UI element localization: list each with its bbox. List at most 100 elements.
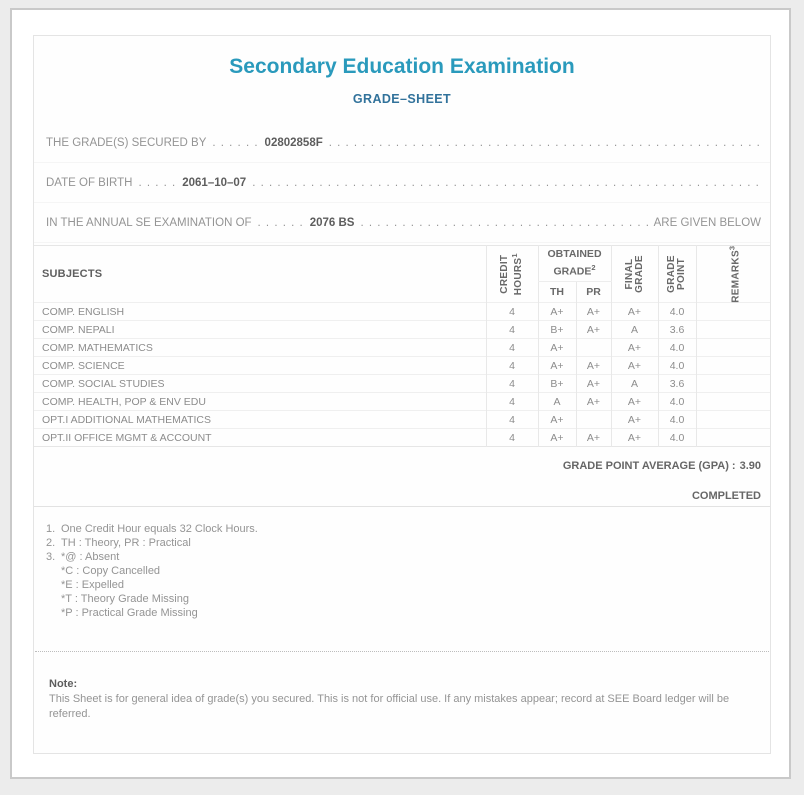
table-row: COMP. HEALTH, POP & ENV EDU 4 A A+ A+ 4.… bbox=[34, 392, 770, 411]
statement-label: DATE OF BIRTH bbox=[46, 176, 133, 189]
statement-row: IN THE ANNUAL SE EXAMINATION OF . . . . … bbox=[34, 203, 770, 243]
footnote-number: 3. bbox=[46, 551, 56, 563]
remarks-cell bbox=[695, 338, 770, 357]
practical-grade-cell: A+ bbox=[575, 320, 611, 339]
footnote-line: *P : Practical Grade Missing bbox=[61, 607, 198, 619]
theory-grade-cell: A+ bbox=[537, 356, 576, 375]
statement-leader-trail: . . . . . . . . . . . . . . . . . . . . … bbox=[360, 216, 647, 229]
theory-grade-cell: A+ bbox=[537, 338, 576, 357]
statement-value: 2076 BS bbox=[309, 216, 355, 229]
statement-label: IN THE ANNUAL SE EXAMINATION OF bbox=[46, 216, 252, 229]
table-row: OPT.II OFFICE MGMT & ACCOUNT 4 A+ A+ A+ … bbox=[34, 428, 770, 447]
footnote-line: *E : Expelled bbox=[61, 579, 124, 591]
note-section: Note: This Sheet is for general idea of … bbox=[34, 652, 770, 722]
footnote-item: 1. One Credit Hour equals 32 Clock Hours… bbox=[46, 522, 770, 536]
footnote-lines: One Credit Hour equals 32 Clock Hours. bbox=[61, 522, 258, 536]
credit-hours-cell: 4 bbox=[485, 410, 538, 429]
theory-grade-cell: B+ bbox=[537, 374, 576, 393]
remarks-cell bbox=[695, 410, 770, 429]
statement-leader-dots: . . . . . . bbox=[212, 136, 259, 149]
credit-hours-cell: 4 bbox=[485, 392, 538, 411]
theory-grade-cell: A+ bbox=[537, 302, 576, 321]
remarks-cell bbox=[695, 320, 770, 339]
remarks-cell bbox=[695, 428, 770, 447]
page-title: Secondary Education Examination bbox=[229, 55, 575, 78]
remarks-cell bbox=[695, 374, 770, 393]
note-title: Note: bbox=[49, 678, 78, 690]
final-grade-cell: A+ bbox=[610, 302, 658, 321]
final-grade-cell: A bbox=[610, 320, 658, 339]
header-final-grade: FINAL GRADE bbox=[610, 245, 658, 303]
theory-grade-cell: A+ bbox=[537, 428, 576, 447]
practical-grade-cell: A+ bbox=[575, 374, 611, 393]
footnote-item: 3. *@ : Absent *C : Copy Cancelled *E : Ex… bbox=[46, 550, 770, 620]
table-row: COMP. ENGLISH 4 A+ A+ A+ 4.0 bbox=[34, 302, 770, 321]
grade-point-cell: 4.0 bbox=[657, 356, 696, 375]
footnote-line: TH : Theory, PR : Practical bbox=[61, 537, 191, 549]
statement-row: THE GRADE(S) SECURED BY . . . . . . 0280… bbox=[34, 123, 770, 163]
practical-grade-cell bbox=[575, 410, 611, 429]
header-credit-hours: CREDIT HOURS1 bbox=[485, 245, 538, 303]
header-theory: TH bbox=[537, 281, 576, 303]
table-row: COMP. NEPALI 4 B+ A+ A 3.6 bbox=[34, 320, 770, 339]
final-grade-cell: A+ bbox=[610, 428, 658, 447]
credit-hours-cell: 4 bbox=[485, 374, 538, 393]
subject-cell: COMP. SOCIAL STUDIES bbox=[34, 374, 486, 393]
subject-cell: COMP. SCIENCE bbox=[34, 356, 486, 375]
credit-hours-cell: 4 bbox=[485, 338, 538, 357]
credit-hours-cell: 4 bbox=[485, 320, 538, 339]
table-row: COMP. SCIENCE 4 A+ A+ A+ 4.0 bbox=[34, 356, 770, 375]
statement-value: 02802858F bbox=[264, 136, 323, 149]
note-body: This Sheet is for general idea of grade(… bbox=[49, 693, 730, 720]
footnote-line: *T : Theory Grade Missing bbox=[61, 593, 189, 605]
final-grade-cell: A+ bbox=[610, 338, 658, 357]
gpa-row: GRADE POINT AVERAGE (GPA) : 3.90 bbox=[34, 447, 770, 485]
remarks-cell bbox=[695, 302, 770, 321]
header-subjects: SUBJECTS bbox=[42, 268, 103, 280]
grade-point-cell: 4.0 bbox=[657, 428, 696, 447]
practical-grade-cell: A+ bbox=[575, 356, 611, 375]
final-grade-cell: A+ bbox=[610, 410, 658, 429]
gpa-value: 3.90 bbox=[739, 460, 761, 472]
theory-grade-cell: B+ bbox=[537, 320, 576, 339]
grade-sheet-content: Secondary Education Examination GRADE–SH… bbox=[33, 35, 771, 754]
theory-grade-cell: A+ bbox=[537, 410, 576, 429]
grades-table-body: COMP. ENGLISH 4 A+ A+ A+ 4.0 COMP. NEPAL… bbox=[34, 302, 770, 447]
statement-value: 2061–10–07 bbox=[182, 176, 247, 189]
title-section: Secondary Education Examination GRADE–SH… bbox=[34, 36, 770, 123]
completion-status: COMPLETED bbox=[691, 489, 761, 502]
grades-table: SUBJECTS CREDIT HOURS1 OBTAINED GRADE2 F bbox=[34, 245, 770, 447]
footnote-lines: TH : Theory, PR : Practical bbox=[61, 536, 191, 550]
remarks-cell bbox=[695, 356, 770, 375]
header-remarks: REMARKS3 bbox=[695, 245, 770, 303]
grade-point-cell: 4.0 bbox=[657, 410, 696, 429]
page-subtitle: GRADE–SHEET bbox=[352, 92, 452, 106]
header-grade-point: GRADE POINT bbox=[657, 245, 696, 303]
practical-grade-cell: A+ bbox=[575, 302, 611, 321]
table-row: COMP. SOCIAL STUDIES 4 B+ A+ A 3.6 bbox=[34, 374, 770, 393]
grade-point-cell: 4.0 bbox=[657, 392, 696, 411]
footnote-line: *@ : Absent bbox=[61, 551, 120, 563]
statement-suffix: ARE GIVEN BELOW bbox=[653, 216, 761, 229]
statement-leader-dots: . . . . . . bbox=[257, 216, 304, 229]
practical-grade-cell: A+ bbox=[575, 428, 611, 447]
dotted-separator bbox=[35, 651, 769, 652]
subject-cell: COMP. MATHEMATICS bbox=[34, 338, 486, 357]
footnote-number: 1. bbox=[46, 523, 56, 535]
footnote-item: 2. TH : Theory, PR : Practical bbox=[46, 536, 770, 550]
statement-leader-trail: . . . . . . . . . . . . . . . . . . . . … bbox=[252, 176, 761, 189]
table-row: OPT.I ADDITIONAL MATHEMATICS 4 A+ A+ 4.0 bbox=[34, 410, 770, 429]
remarks-cell bbox=[695, 392, 770, 411]
theory-grade-cell: A bbox=[537, 392, 576, 411]
credit-hours-cell: 4 bbox=[485, 428, 538, 447]
gpa-label: GRADE POINT AVERAGE (GPA) : bbox=[562, 460, 736, 472]
subject-cell: COMP. NEPALI bbox=[34, 320, 486, 339]
statement-leader-trail: . . . . . . . . . . . . . . . . . . . . … bbox=[328, 136, 761, 149]
footnote-lines: *@ : Absent *C : Copy Cancelled *E : Expel… bbox=[61, 550, 198, 620]
statements: THE GRADE(S) SECURED BY . . . . . . 0280… bbox=[34, 123, 770, 243]
statement-label: THE GRADE(S) SECURED BY bbox=[46, 136, 207, 149]
practical-grade-cell bbox=[575, 338, 611, 357]
subject-cell: OPT.II OFFICE MGMT & ACCOUNT bbox=[34, 428, 486, 447]
subject-cell: COMP. HEALTH, POP & ENV EDU bbox=[34, 392, 486, 411]
credit-hours-cell: 4 bbox=[485, 302, 538, 321]
